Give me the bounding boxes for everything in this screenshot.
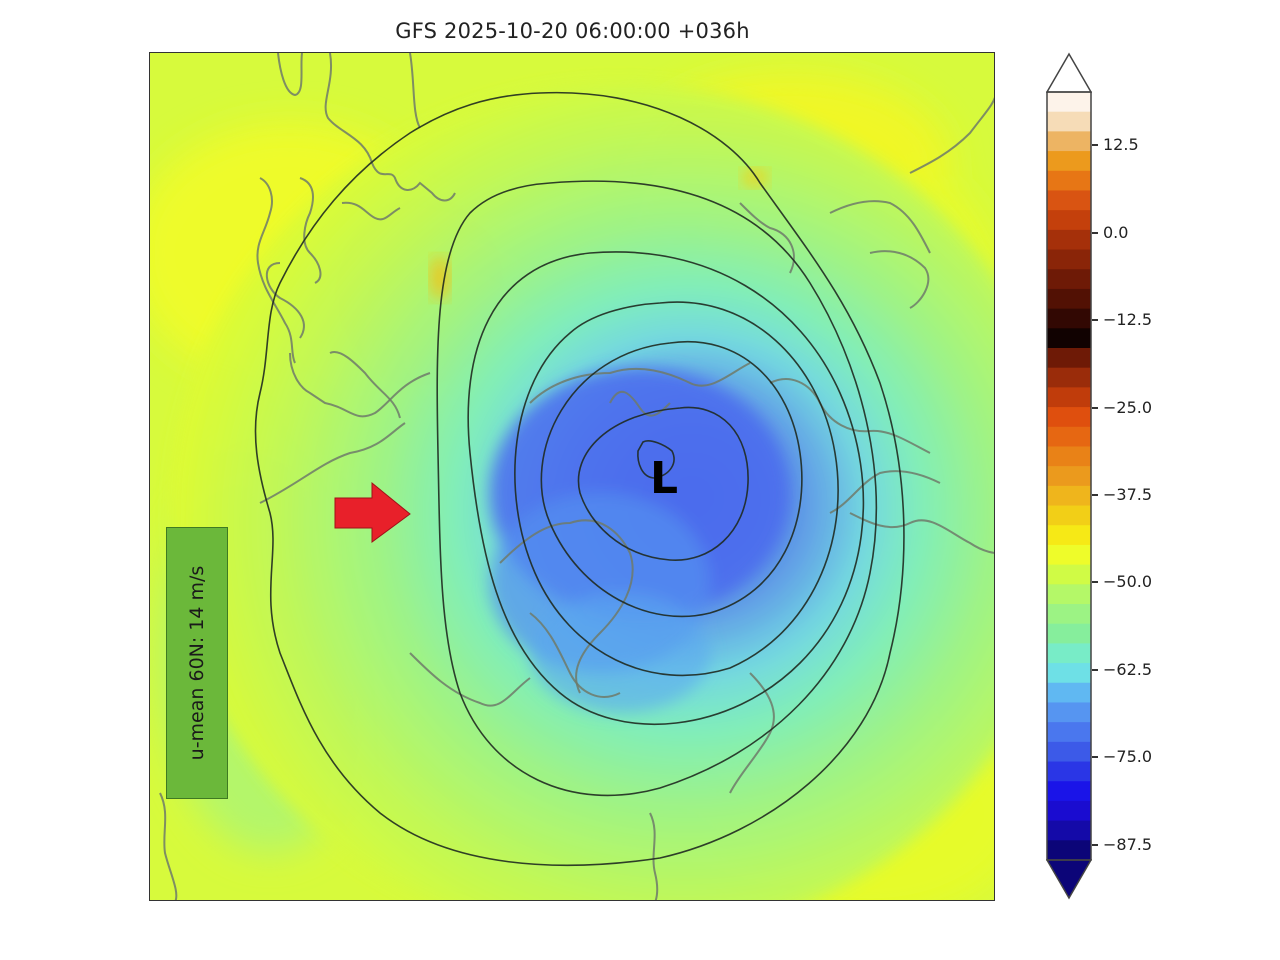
colorbar-frame (1046, 91, 1092, 861)
u-mean-label: u-mean 60N: 14 m/s (186, 565, 208, 761)
warm-patch (430, 256, 450, 300)
low-pressure-marker: L (650, 453, 678, 504)
colorbar-extend-bottom-icon (1046, 859, 1092, 900)
red-arrow-icon (334, 481, 411, 543)
coastlines (159, 53, 994, 900)
contour-lines (254, 91, 905, 867)
colorbar-extend-top-icon (1046, 52, 1092, 93)
chart-title: GFS 2025-10-20 06:00:00 +036h (395, 19, 750, 43)
colorbar-stripes (1047, 92, 1091, 861)
u-mean-label-box: u-mean 60N: 14 m/s (166, 527, 228, 799)
colorbar (1046, 52, 1092, 900)
map-panel: L (149, 52, 995, 901)
